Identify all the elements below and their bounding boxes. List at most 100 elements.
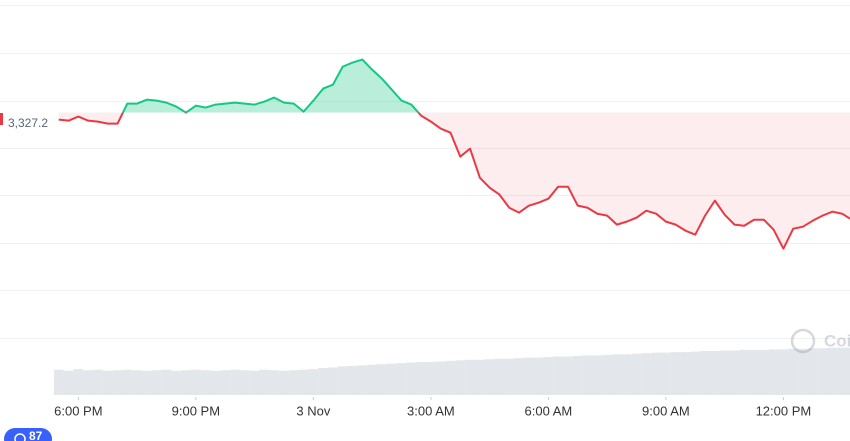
volume-bar [798,348,808,395]
volume-bar [132,370,142,395]
volume-bar [845,347,850,395]
baseline-label: 3,327.2 [0,113,55,132]
volume-bar [53,369,64,395]
volume-bar [151,370,162,395]
volume-bar [347,365,358,395]
volume-bar [709,351,720,395]
volume-bar [112,370,123,395]
watermark: CoinMarketCap [790,328,850,354]
volume-bar [298,369,309,395]
volume-bar [161,369,172,395]
volume-bar [171,370,182,395]
volume-bar [504,358,515,395]
watermark-logo [790,328,816,354]
volume-bar [200,370,211,395]
badge-text: 87 [29,429,43,441]
volume-bar [563,356,573,395]
volume-bar [435,361,446,395]
areas [58,59,850,249]
volume-bar [190,369,201,395]
volume-bar [749,349,759,395]
volume-bar [494,358,505,395]
volume-bar [582,355,593,395]
volume-bar [778,349,789,395]
volume-bar [739,349,750,395]
volume-bar [807,348,818,395]
volume-bar [406,362,417,395]
watermark-text: CoinMarketCap [824,331,850,350]
x-tick-label: 3 Nov [296,403,330,418]
volume-bar [63,370,74,395]
volume-bar [680,352,691,395]
volume-bar [837,347,848,395]
volume-bar [416,362,426,395]
volume-bar [484,359,495,395]
badge-bg [4,428,52,441]
x-tick-label: 12:00 PM [756,403,812,418]
volume-bar [758,349,769,395]
volume-bar [514,358,524,395]
volume-bar [357,365,368,395]
line-below [58,112,850,250]
volume-bar [719,350,730,395]
area-above [58,59,850,113]
volume-bar [396,363,407,395]
x-tick-label: 6:00 PM [54,403,102,418]
volume-bar [651,352,662,395]
volume-bar [817,348,828,395]
volume-bar [220,370,231,395]
volume-bar [788,348,799,395]
volume-bar [181,370,191,395]
badge: 87 [4,428,52,441]
volume-bar [93,369,103,395]
badge-icon [14,433,26,441]
volume-bar [308,369,319,395]
baseline-edge [0,113,3,125]
volume-bar [533,357,544,395]
volume-bar [474,359,485,395]
volume-bar [631,353,642,395]
lines [58,58,850,250]
volume-bar [543,357,554,395]
volume-bar [367,364,378,395]
volume-bar [318,368,329,395]
volume-bar [377,364,387,395]
volume-bar [621,354,632,395]
x-tick-label: 3:00 AM [407,403,455,418]
volume-bar [445,360,456,395]
volume-bar [269,370,280,395]
volume-bar [328,367,338,395]
volume-bar [386,363,397,395]
volume-bar [83,370,94,395]
volume-bar [572,355,583,395]
volume-bar [602,354,613,395]
volume-bar [465,359,475,395]
volume-bar [768,349,779,395]
volume-bar [729,350,740,395]
x-axis: 6:00 PM 9:00 PM 3 Nov 3:00 AM 6:00 AM 9:00 AM… [54,397,811,418]
volume-bar [827,347,838,395]
line-above [121,58,420,113]
volume-bar [210,370,221,395]
volume-bar [122,369,133,395]
volume-bar [455,360,466,395]
volume-bar [612,354,622,395]
volume-bar [670,352,681,395]
volume-bar [700,351,710,395]
volume-bar [230,369,240,395]
x-tick-label: 9:00 PM [172,403,220,418]
baseline-value: 3,327.2 [8,116,48,130]
volume-bar [690,351,701,395]
volume-bar [425,362,436,395]
volume-bar [592,355,603,395]
volume-bar [259,369,270,395]
x-tick-label: 6:00 AM [525,403,573,418]
volume-bar [102,370,113,395]
baseline-label-bg [5,115,55,132]
volume-bar [553,356,564,395]
volume-bars [53,347,850,395]
volume-bar [279,370,289,395]
volume-bar [249,370,260,395]
